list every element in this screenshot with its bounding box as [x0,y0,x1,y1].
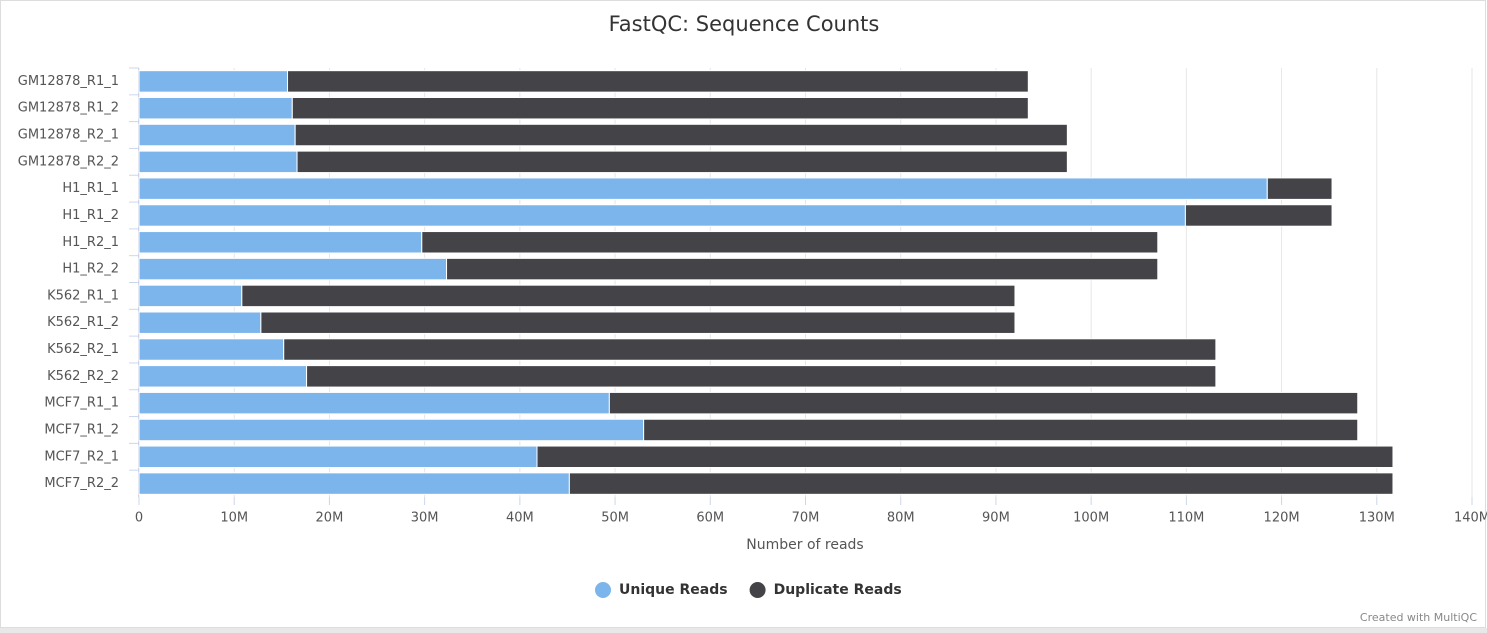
y-tick-label: H1_R2_2 [62,262,119,277]
x-tick-label: 10M [220,511,248,526]
x-tick-label: 20M [316,511,344,526]
bar-segment [296,150,1068,174]
bar-segment [138,123,296,147]
bar-segment [306,365,1217,388]
bar-segment [260,311,1016,334]
bar-segment [568,472,1394,495]
legend-label[interactable]: Unique Reads [619,582,728,598]
x-tick-label: 0 [135,511,143,526]
x-tick-label: 80M [887,511,915,526]
y-tick-label: MCF7_R2_1 [44,449,119,464]
bar-segment [138,311,262,334]
bar-segment [138,204,1186,227]
bar-segment [241,284,1016,308]
x-tick-label: 110M [1168,511,1204,526]
x-axis-label: Number of reads [746,537,863,553]
bottom-strip [0,628,1487,633]
bar-segment [287,70,1029,93]
y-tick-label: GM12878_R2_2 [18,154,119,169]
bar-segment [1266,177,1333,200]
bar-segment [283,338,1217,361]
y-tick-label: K562_R2_1 [47,342,119,357]
y-tick-label: MCF7_R1_1 [44,396,119,411]
x-tick-label: 120M [1264,511,1300,526]
bar-segment [138,418,645,442]
y-tick-label: GM12878_R1_1 [18,74,119,89]
x-tick-label: 60M [696,511,724,526]
credit: Created with MultiQC [1360,611,1477,624]
bar-segment [608,391,1359,415]
legend-marker[interactable] [749,582,766,598]
bar-segment [138,391,610,415]
bar-segment [446,257,1159,281]
bar-segment [138,365,308,388]
legend-marker[interactable] [595,582,611,598]
y-tick-label: GM12878_R1_2 [18,101,119,116]
bar-segment [138,338,285,361]
y-tick-label: K562_R1_2 [47,315,119,330]
bar-segment [138,231,423,254]
x-tick-label: 130M [1359,511,1395,526]
x-tick-label: 100M [1073,511,1109,526]
y-tick-label: MCF7_R2_2 [44,476,119,491]
bar-segment [138,284,243,308]
x-tick-label: 40M [506,511,534,526]
y-tick-label: K562_R1_1 [47,288,119,303]
y-tick-label: K562_R2_2 [47,369,119,384]
bar-segment [138,472,570,495]
y-tick-label: GM12878_R2_1 [18,128,119,143]
x-tick-label: 70M [792,511,820,526]
bar-segment [138,257,448,281]
x-tick-label: 30M [411,511,439,526]
bar-segment [643,418,1359,442]
bar-segment [294,123,1068,147]
y-tick-label: MCF7_R1_2 [44,422,119,437]
bar-segment [138,150,298,174]
y-tick-label: H1_R1_1 [62,181,119,196]
bar-segment [536,445,1394,469]
legend-label[interactable]: Duplicate Reads [774,582,902,598]
bar-segment [421,231,1159,254]
bar-segment [1184,204,1333,227]
y-tick-label: H1_R1_2 [62,208,119,223]
x-tick-label: 140M [1454,511,1487,526]
bar-segment [138,177,1268,200]
bar-segment [291,96,1029,120]
bar-segment [138,70,289,93]
x-tick-label: 50M [601,511,629,526]
bar-segment [138,96,293,120]
chart-title: FastQC: Sequence Counts [609,12,880,36]
bar-segment [138,445,538,469]
x-tick-label: 90M [982,511,1010,526]
y-tick-label: H1_R2_1 [62,235,119,250]
